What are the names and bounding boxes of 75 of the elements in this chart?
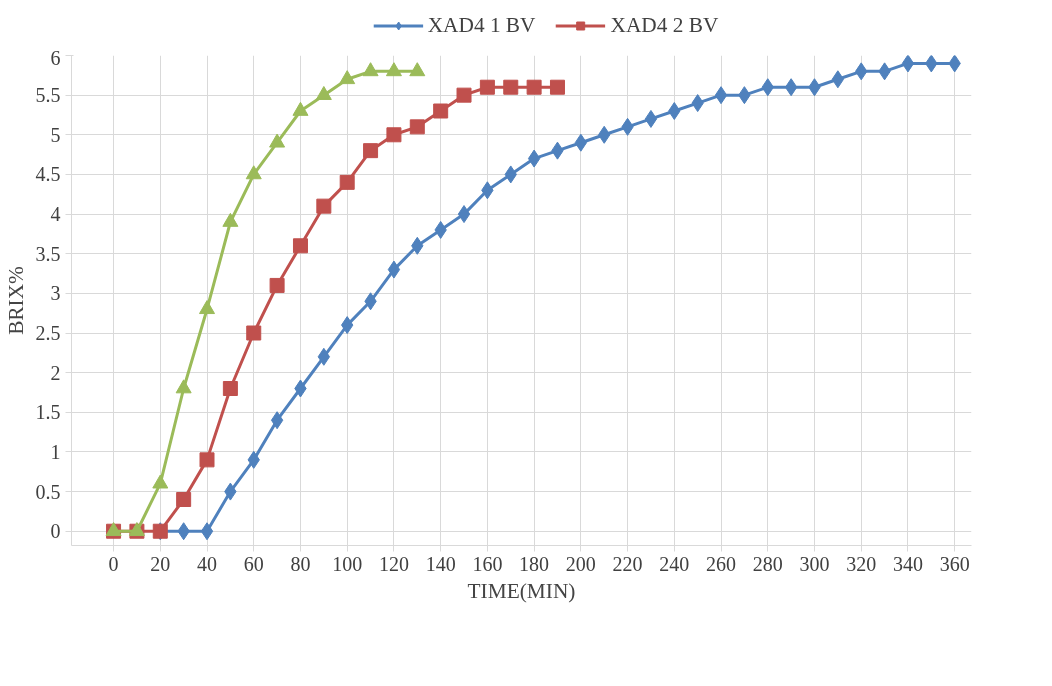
x-tick-label: 320 — [846, 552, 877, 575]
point — [245, 165, 262, 180]
point — [385, 62, 402, 77]
point — [479, 79, 495, 95]
point — [526, 79, 542, 95]
x-tick-label: 40 — [197, 552, 218, 575]
x-tick-label: 300 — [799, 552, 830, 575]
x-tick-label: 20 — [150, 552, 171, 575]
y-tick-label: 6 — [50, 46, 61, 69]
point — [199, 452, 215, 468]
y-tick-label: 5.5 — [35, 84, 61, 107]
point — [200, 522, 214, 541]
x-tick-label: 0 — [108, 552, 119, 575]
x-tick-label: 180 — [519, 552, 550, 575]
point — [409, 119, 425, 135]
x-tick-label: 360 — [939, 552, 970, 575]
point — [644, 109, 658, 128]
point — [457, 205, 471, 224]
y-tick-label: 2 — [50, 361, 61, 384]
y-tick-label: 3.5 — [35, 242, 61, 265]
x-axis-title: TIME(MIN) — [467, 578, 576, 603]
y-tick-label: 1.5 — [35, 401, 61, 424]
x-tick-label: 80 — [290, 552, 311, 575]
y-tick-label: 4 — [50, 203, 61, 226]
point — [387, 260, 401, 279]
point — [433, 103, 449, 119]
point — [199, 300, 216, 315]
point — [948, 55, 961, 73]
x-tick-label: 60 — [243, 552, 264, 575]
point — [503, 79, 519, 95]
point — [362, 62, 379, 77]
point — [292, 238, 308, 254]
legend-label: XAD4 2 BV — [610, 12, 719, 38]
x-tick-label: 200 — [565, 552, 596, 575]
y-axis-title: BRIX% — [3, 265, 28, 335]
y-tick-label: 3 — [50, 282, 61, 305]
point — [925, 55, 938, 73]
point — [269, 277, 285, 293]
point — [901, 55, 915, 73]
x-tick-label: 160 — [472, 552, 503, 575]
y-tick-label: 0.5 — [35, 480, 61, 503]
x-tick-label: 220 — [612, 552, 643, 575]
point — [668, 102, 681, 120]
y-tick-label: 2.5 — [35, 322, 61, 345]
point — [549, 79, 565, 95]
point — [714, 86, 728, 105]
y-tick-label: 4.5 — [35, 163, 61, 186]
point — [527, 149, 541, 168]
point — [222, 381, 238, 397]
point — [270, 411, 284, 430]
x-tick-label: 100 — [332, 552, 363, 575]
point — [152, 474, 169, 489]
point — [175, 379, 192, 394]
point — [339, 174, 355, 190]
legend-label: XAD4 1 BV — [427, 12, 536, 38]
point — [316, 198, 332, 214]
y-tick-label: 5 — [50, 123, 61, 146]
point — [246, 325, 262, 341]
x-tick-label: 340 — [892, 552, 923, 575]
point — [574, 133, 588, 152]
point — [409, 62, 426, 77]
point — [339, 70, 356, 85]
point — [363, 143, 379, 159]
point — [784, 78, 798, 97]
x-tick-label: 140 — [425, 552, 456, 575]
x-tick-label: 120 — [378, 552, 409, 575]
point — [176, 492, 192, 508]
point — [386, 127, 402, 143]
point — [456, 87, 472, 103]
y-tick-label: 0 — [50, 520, 61, 543]
x-tick-label: 260 — [706, 552, 737, 575]
x-tick-label: 240 — [659, 552, 690, 575]
point — [831, 70, 845, 89]
y-tick-label: 1 — [50, 440, 61, 463]
x-tick-label: 280 — [752, 552, 783, 575]
